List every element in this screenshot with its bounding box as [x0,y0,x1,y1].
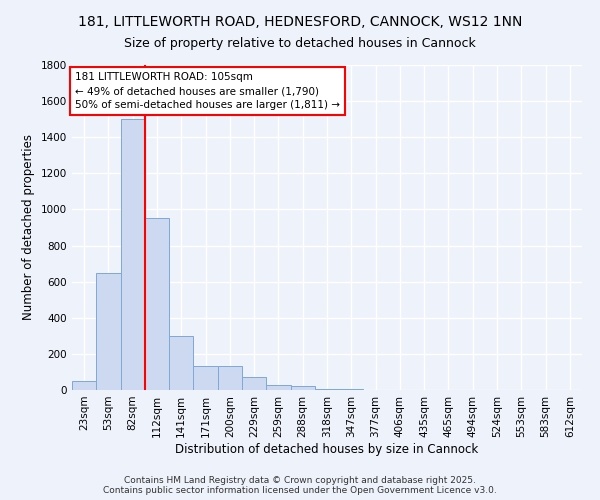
Bar [218,366,242,390]
Bar [339,389,364,390]
Text: 181, LITTLEWORTH ROAD, HEDNESFORD, CANNOCK, WS12 1NN: 181, LITTLEWORTH ROAD, HEDNESFORD, CANNO… [78,15,522,29]
Text: 181 LITTLEWORTH ROAD: 105sqm
← 49% of detached houses are smaller (1,790)
50% of: 181 LITTLEWORTH ROAD: 105sqm ← 49% of de… [75,72,340,110]
Text: Size of property relative to detached houses in Cannock: Size of property relative to detached ho… [124,38,476,51]
Bar [315,389,339,390]
X-axis label: Distribution of detached houses by size in Cannock: Distribution of detached houses by size … [175,442,479,456]
Bar [169,336,193,390]
Bar [121,119,145,390]
Bar [266,386,290,390]
Bar [193,366,218,390]
Y-axis label: Number of detached properties: Number of detached properties [22,134,35,320]
Text: Contains HM Land Registry data © Crown copyright and database right 2025.
Contai: Contains HM Land Registry data © Crown c… [103,476,497,495]
Bar [96,272,121,390]
Bar [145,218,169,390]
Bar [242,378,266,390]
Bar [72,381,96,390]
Bar [290,386,315,390]
